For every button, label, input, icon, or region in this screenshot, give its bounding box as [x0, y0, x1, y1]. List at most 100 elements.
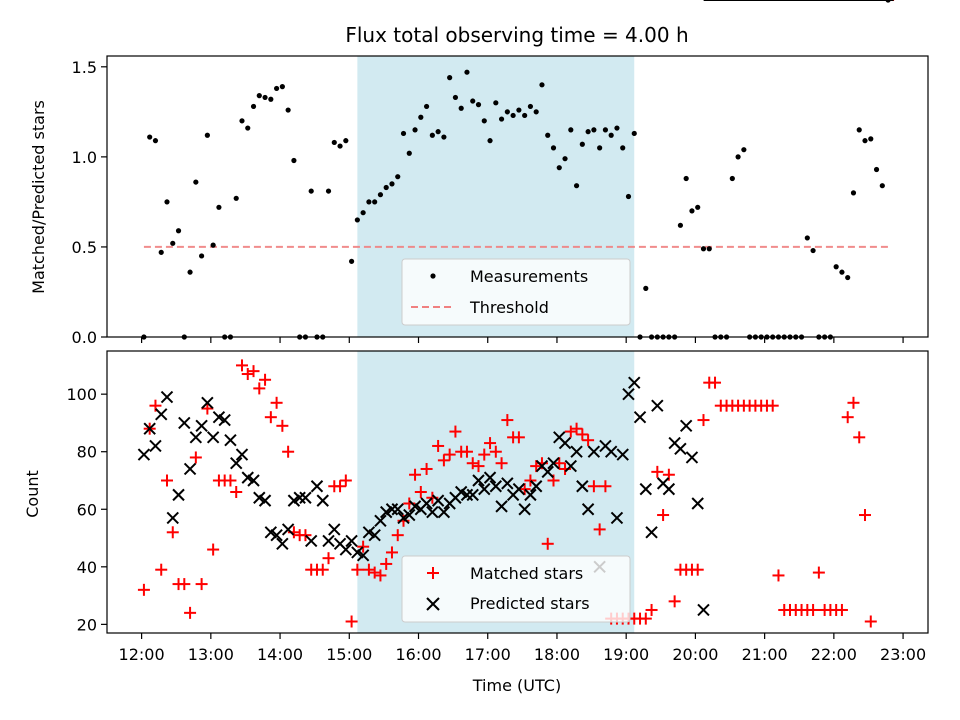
- y-tick-label: 0.5: [72, 238, 97, 257]
- measurement-point: [579, 141, 585, 147]
- matched-star-point: [766, 399, 779, 412]
- y-tick-label: 80: [77, 443, 97, 462]
- predicted-star-point: [316, 494, 329, 507]
- measurement-point: [545, 132, 551, 138]
- measurement-point: [856, 127, 862, 133]
- top-y-axis-label: Matched/Predicted stars: [29, 100, 48, 294]
- measurement-point: [470, 98, 476, 104]
- measurement-point: [873, 166, 880, 173]
- measurement-point: [187, 269, 193, 275]
- matched-star-point: [668, 595, 681, 608]
- matched-star-point: [385, 546, 398, 559]
- matched-star-point: [362, 563, 375, 576]
- matched-star-point: [639, 612, 652, 625]
- matched-star-point: [189, 451, 202, 464]
- top-panel: 0.0 0.5 1.0 1.5 Matched/Predicted stars Mea…: [29, 0, 929, 347]
- predicted-star-point: [391, 503, 404, 516]
- measurement-point: [412, 127, 418, 133]
- predicted-star-point: [328, 523, 341, 536]
- measurement-point: [498, 116, 505, 122]
- predicted-star-point: [293, 491, 306, 504]
- measurement-point: [273, 85, 280, 92]
- y-tick-label: 40: [77, 558, 97, 577]
- matched-star-point: [253, 382, 266, 395]
- matched-star-point: [414, 486, 427, 498]
- predicted-star-point: [478, 482, 491, 496]
- measurement-point: [325, 188, 332, 194]
- matched-star-point: [137, 583, 150, 596]
- matched-star-point: [472, 460, 485, 473]
- measurement-point: [516, 107, 522, 113]
- predicted-star-point: [564, 459, 578, 473]
- bottom-panel: 20 40 60 80 100 12:00 13:00 14:00 15:00 16:00 17:…: [23, 0, 929, 695]
- bottom-legend: Matched stars Predicted stars: [401, 555, 631, 623]
- predicted-star-point: [206, 431, 220, 444]
- measurement-point: [683, 175, 689, 182]
- predicted-star-point: [368, 528, 381, 542]
- predicted-star-point: [501, 477, 514, 490]
- x-tick-label: 18:00: [534, 645, 580, 664]
- predicted-star-point: [374, 514, 387, 527]
- x-tick-label: 15:00: [326, 645, 372, 664]
- counts-group: [137, 0, 895, 628]
- top-plot-frame: [106, 55, 929, 338]
- matched-star-point: [207, 543, 220, 556]
- matched-star-point: [466, 457, 479, 470]
- measurement-point: [556, 165, 562, 171]
- predicted-star-point: [645, 526, 658, 539]
- matched-star-point: [259, 373, 272, 386]
- matched-star-point: [657, 509, 670, 522]
- measurement-point: [337, 143, 343, 149]
- predicted-star-point: [137, 448, 151, 461]
- predicted-star-point: [610, 511, 624, 525]
- measurement-point: [147, 134, 153, 140]
- bottom-plot-frame: [106, 350, 929, 634]
- x-tick-label: 17:00: [465, 645, 511, 664]
- y-tick-label: 0.0: [72, 328, 97, 347]
- legend-predicted-label: Predicted stars: [470, 594, 590, 613]
- matched-star-point: [270, 396, 283, 409]
- matched-star-point: [460, 445, 473, 458]
- matched-star-point: [691, 563, 704, 576]
- y-tick-label: 100: [66, 385, 97, 404]
- matched-star-point: [437, 454, 450, 467]
- measurement-point: [591, 127, 597, 133]
- predicted-star-point: [426, 505, 439, 519]
- matched-star-point: [518, 483, 531, 496]
- predicted-star-point: [356, 549, 370, 562]
- matched-star-point: [651, 465, 664, 478]
- measurement-point: [435, 129, 441, 135]
- matched-star-point: [235, 359, 248, 372]
- measurement-point: [839, 269, 845, 275]
- predicted-star-point: [495, 500, 508, 513]
- predicted-star-point: [160, 390, 174, 404]
- measurement-point: [331, 139, 337, 146]
- matched-star-point: [709, 376, 722, 389]
- predicted-star-point: [524, 488, 537, 502]
- measurement-point: [504, 109, 510, 115]
- matched-star-point: [599, 480, 612, 493]
- matched-star-point: [478, 448, 491, 461]
- predicted-star-point: [166, 511, 179, 525]
- matched-star-point: [241, 368, 254, 381]
- matched-star-point: [264, 411, 277, 424]
- measurement-point: [199, 253, 205, 259]
- measurement-point: [250, 103, 257, 110]
- measurement-point: [389, 181, 395, 187]
- predicted-star-point: [183, 462, 197, 476]
- predicted-star-point: [541, 465, 554, 479]
- predicted-star-point: [679, 419, 693, 433]
- matched-star-point: [357, 540, 370, 553]
- y-tick-label: 1.5: [72, 58, 97, 77]
- predicted-star-point: [460, 488, 474, 502]
- measurement-point: [550, 145, 557, 151]
- predicted-star-point: [431, 494, 445, 507]
- matched-star-point: [201, 402, 214, 415]
- measurement-point: [643, 285, 649, 291]
- measurement-point: [487, 138, 493, 144]
- legend-measurements-marker: [430, 273, 436, 279]
- matched-star-point: [345, 615, 358, 628]
- predicted-star-point: [437, 505, 451, 519]
- measurement-point: [158, 249, 164, 255]
- bottom-legend-box: [401, 555, 631, 623]
